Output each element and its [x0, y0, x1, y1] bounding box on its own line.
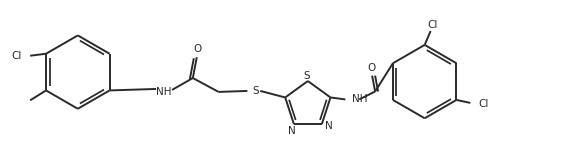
- Text: N: N: [288, 126, 296, 136]
- Text: S: S: [252, 86, 259, 96]
- Text: Cl: Cl: [12, 51, 22, 61]
- Text: NH: NH: [352, 94, 368, 104]
- Text: N: N: [325, 121, 333, 131]
- Text: S: S: [303, 71, 310, 81]
- Text: Cl: Cl: [478, 99, 489, 109]
- Text: O: O: [193, 44, 202, 54]
- Text: O: O: [367, 63, 375, 73]
- Text: Cl: Cl: [428, 20, 438, 30]
- Text: NH: NH: [156, 87, 172, 97]
